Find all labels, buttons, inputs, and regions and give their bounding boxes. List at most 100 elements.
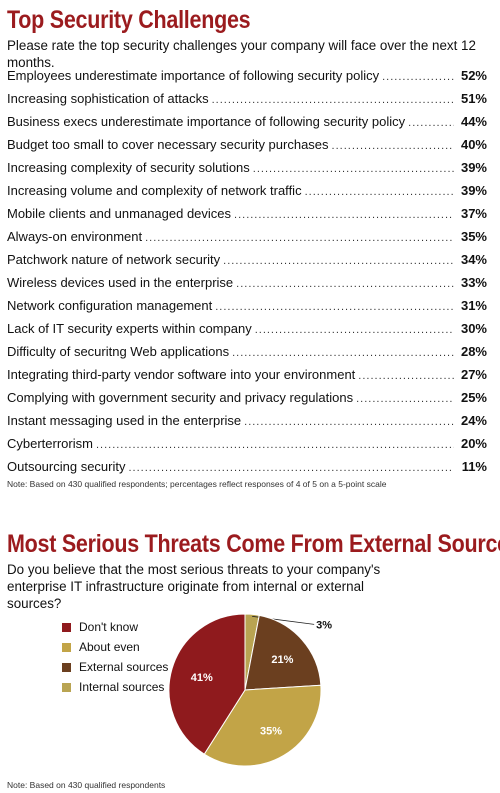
challenge-value: 33% [460,275,487,290]
challenge-label: Wireless devices used in the enterprise [7,275,234,290]
pie-slice [244,614,322,691]
dot-leader: ........................................… [331,140,454,152]
dot-leader: ........................................… [145,232,454,244]
legend-entry: About even [62,637,168,657]
challenge-value: 28% [460,344,487,359]
challenge-label: Increasing sophistication of attacks [7,91,209,106]
dot-leader: ........................................… [252,163,454,175]
challenge-value: 40% [460,137,487,152]
challenge-row: Business execs underestimate importance … [7,114,487,137]
challenge-value: 39% [460,160,487,175]
legend-swatch [62,622,71,632]
challenge-row: Integrating third-party vendor software … [7,367,487,390]
legend-label: Internal sources [79,680,165,694]
challenge-value: 24% [460,413,487,428]
pie-slice-label: 41% [191,672,213,684]
challenge-label: Business execs underestimate importance … [7,114,406,129]
question-challenges: Please rate the top security challenges … [7,38,476,70]
challenge-label: Complying with government security and p… [7,390,354,405]
challenge-label: Budget too small to cover necessary secu… [7,137,329,152]
challenge-label: Difficulty of securitng Web applications [7,344,230,359]
dot-leader: ........................................… [244,416,454,428]
challenge-label: Increasing volume and complexity of netw… [7,183,302,198]
challenge-label: Instant messaging used in the enterprise [7,413,242,428]
challenge-row: Increasing complexity of security soluti… [7,160,487,183]
dot-leader: ........................................… [358,370,454,382]
pie-slice-label: 3% [316,619,332,631]
challenge-label: Patchwork nature of network security [7,252,221,267]
legend-swatch [62,642,71,652]
challenge-row: Instant messaging used in the enterprise… [7,413,487,436]
challenge-row: Employees underestimate importance of fo… [7,68,487,91]
legend-entry: Don't know [62,617,168,637]
challenge-row: Outsourcing security....................… [7,459,487,482]
legend-swatch [62,682,71,692]
dot-leader: ........................................… [236,278,454,290]
challenge-value: 39% [460,183,487,198]
challenge-list: Employees underestimate importance of fo… [7,68,487,482]
challenge-value: 52% [460,68,487,83]
challenge-label: Integrating third-party vendor software … [7,367,356,382]
dot-leader: ........................................… [128,462,455,474]
pie-slice-label: 21% [271,654,293,666]
dot-leader: ........................................… [408,117,454,129]
challenge-row: Mobile clients and unmanaged devices....… [7,206,487,229]
challenge-row: Complying with government security and p… [7,390,487,413]
challenge-value: 51% [460,91,487,106]
challenge-row: Wireless devices used in the enterprise.… [7,275,487,298]
legend-label: Don't know [79,620,138,634]
challenge-label: Cyberterrorism [7,436,93,451]
challenge-row: Patchwork nature of network security....… [7,252,487,275]
dot-leader: ........................................… [304,186,454,198]
challenge-row: Network configuration management........… [7,298,487,321]
pie-legend: Don't know About even External sources Inte… [62,617,168,697]
challenge-label: Network configuration management [7,298,213,313]
dot-leader: ........................................… [232,347,454,359]
challenge-value: 31% [460,298,487,313]
challenge-row: Cyberterrorism..........................… [7,436,487,459]
challenge-value: 25% [460,390,487,405]
challenge-value: 37% [460,206,487,221]
pie-slice-label: 35% [260,726,282,738]
challenge-value: 20% [460,436,487,451]
challenge-row: Budget too small to cover necessary secu… [7,137,487,160]
pie-slice [203,684,322,767]
legend-swatch [62,662,71,672]
challenge-value: 35% [460,229,487,244]
challenge-row: Difficulty of securitng Web applications… [7,344,487,367]
challenge-label: Lack of IT security experts within compa… [7,321,252,336]
challenge-value: 30% [460,321,487,336]
challenge-row: Lack of IT security experts within compa… [7,321,487,344]
pie-slice [168,613,246,755]
legend-label: About even [79,640,140,654]
note-challenges: Note: Based on 430 qualified respondents… [7,479,387,489]
dot-leader: ........................................… [95,439,454,451]
note-threats: Note: Based on 430 qualified respondents [7,780,166,790]
challenge-label: Outsourcing security [7,459,126,474]
challenge-label: Employees underestimate importance of fo… [7,68,380,83]
challenge-value: 11% [461,459,487,474]
challenge-row: Always-on environment...................… [7,229,487,252]
legend-entry: Internal sources [62,677,168,697]
chart-title-threats: Most Serious Threats Come From External … [7,530,500,558]
challenge-label: Always-on environment [7,229,143,244]
dot-leader: ........................................… [254,324,454,336]
challenge-row: Increasing sophistication of attacks....… [7,91,487,114]
challenge-value: 34% [460,252,487,267]
challenge-value: 44% [460,114,487,129]
dot-leader: ........................................… [356,393,454,405]
challenge-label: Mobile clients and unmanaged devices [7,206,232,221]
challenge-row: Increasing volume and complexity of netw… [7,183,487,206]
challenge-label: Increasing complexity of security soluti… [7,160,250,175]
dot-leader: ........................................… [234,209,454,221]
dot-leader: ........................................… [211,94,454,106]
dot-leader: ........................................… [215,301,454,313]
challenge-value: 27% [460,367,487,382]
legend-label: External sources [79,660,169,674]
dot-leader: ........................................… [382,71,454,83]
legend-entry: External sources [62,657,168,677]
chart-title-challenges: Top Security Challenges [7,6,251,34]
threats-pie-chart: 3% 21% 35% 41% [168,613,332,767]
question-threats: Do you believe that the most serious thr… [7,562,381,611]
dot-leader: ........................................… [223,255,454,267]
